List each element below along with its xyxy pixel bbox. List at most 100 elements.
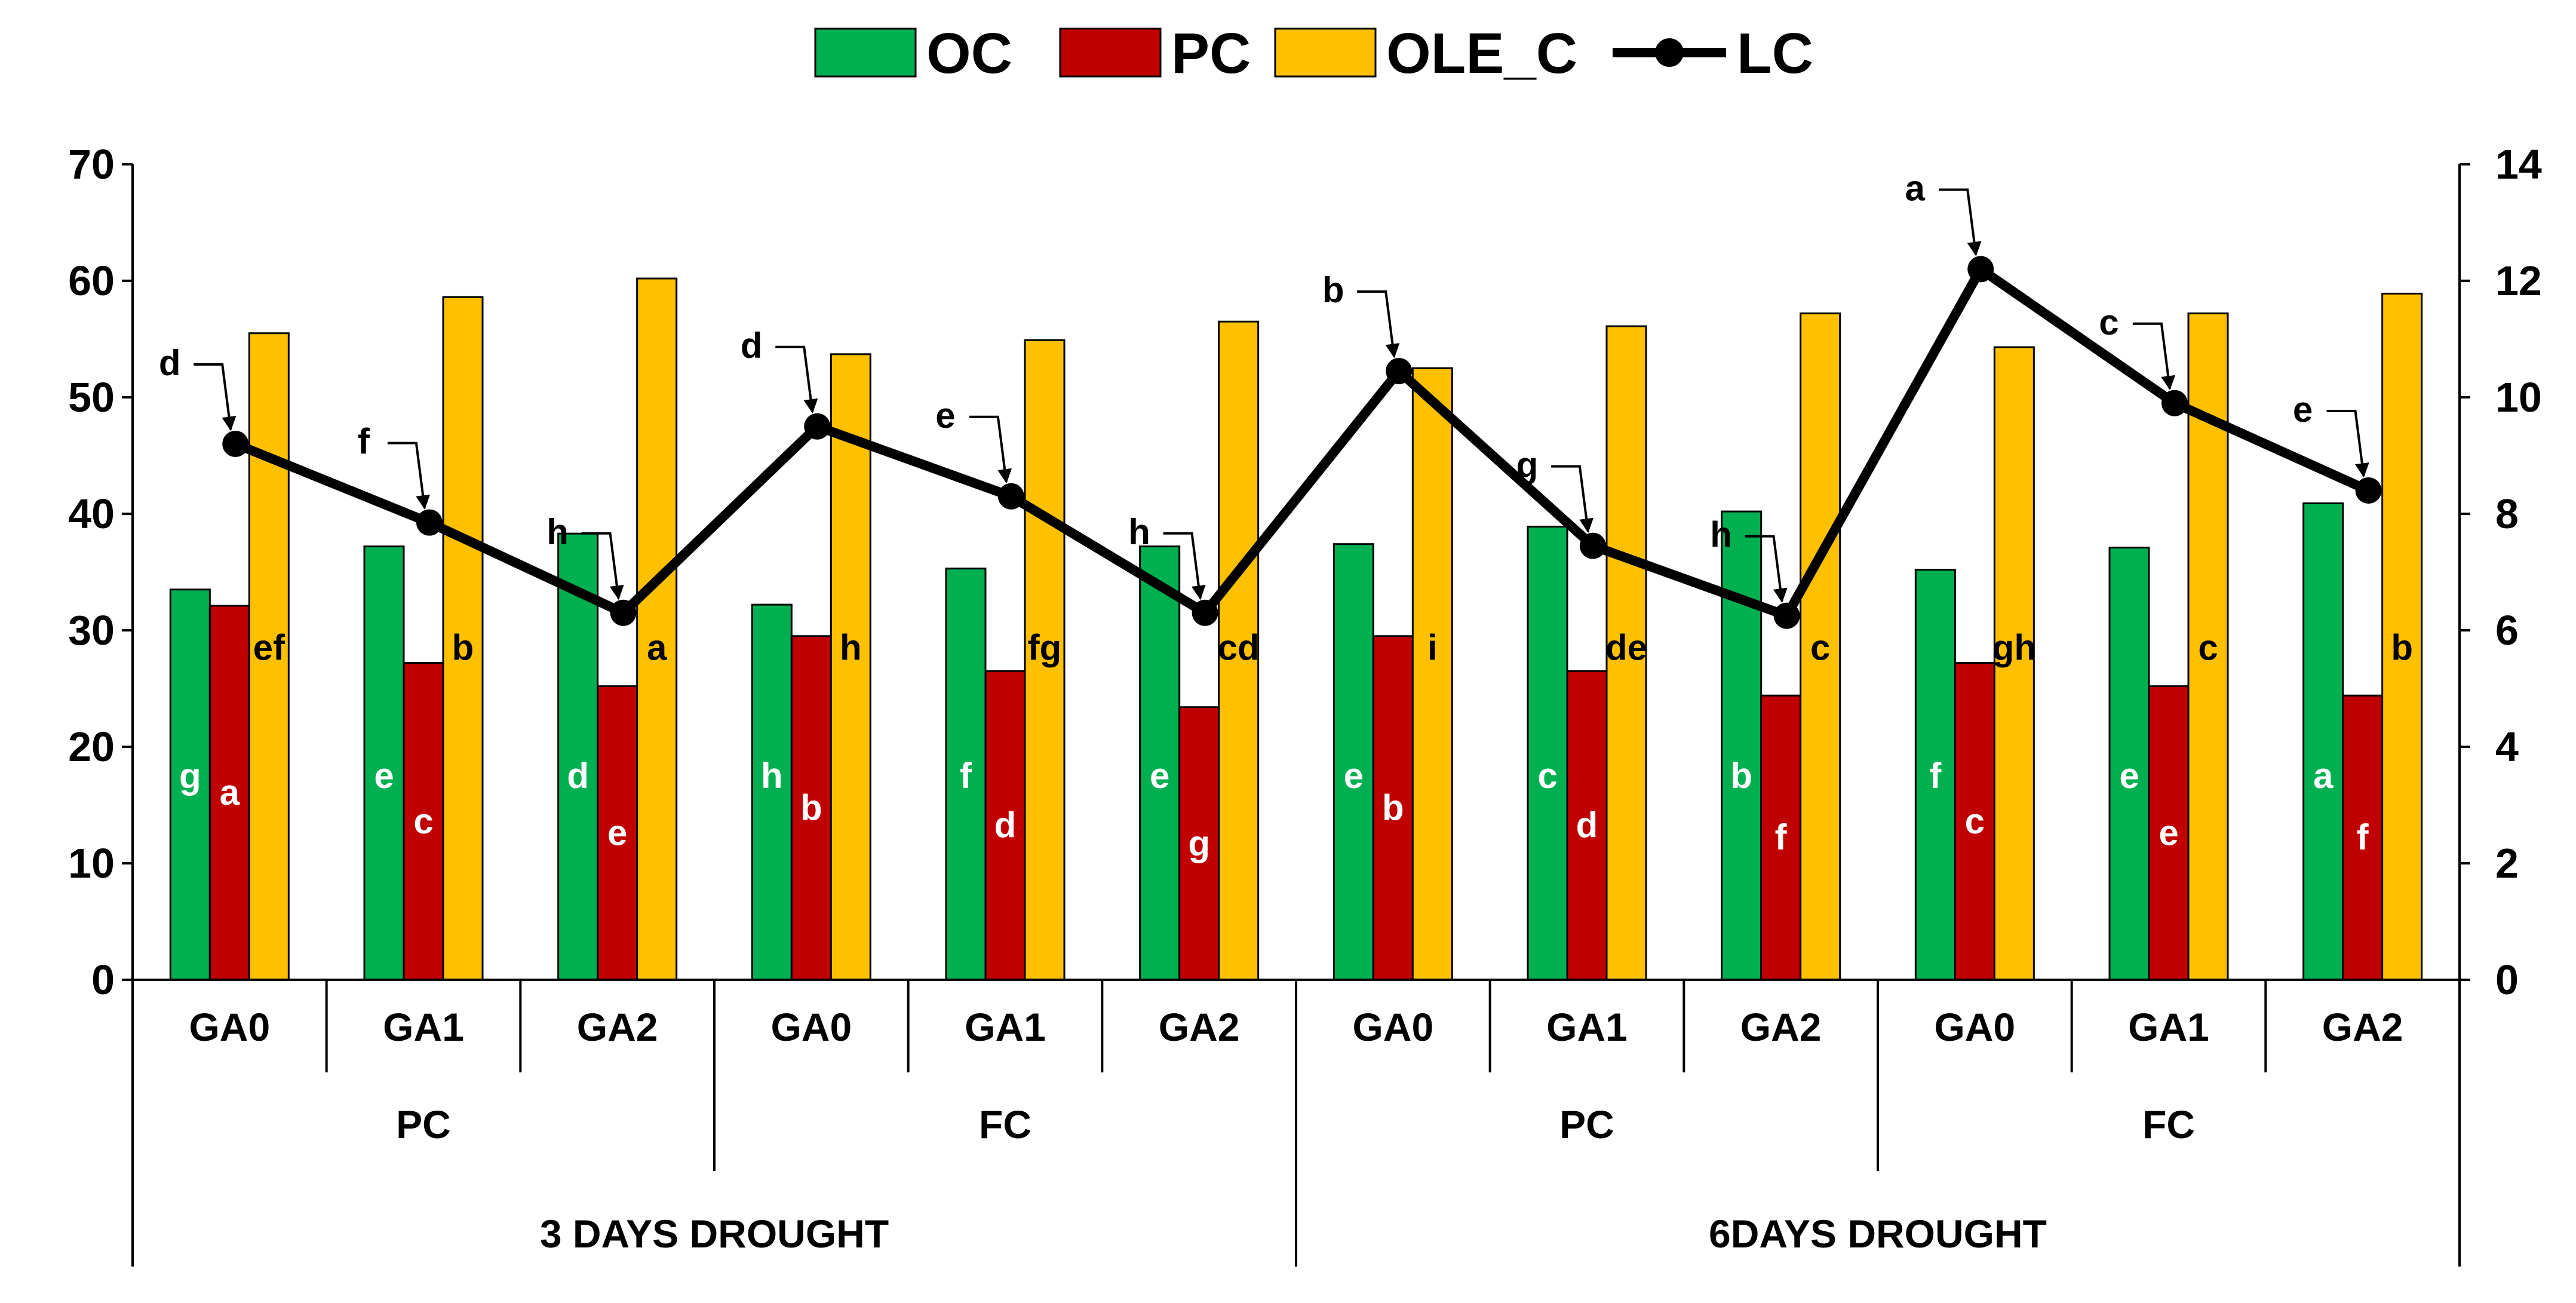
letter-label-lc: h (546, 512, 569, 552)
leader-line-lc (1357, 290, 1400, 358)
letter-label-pc: f (2357, 817, 2369, 857)
letter-label-ole-c: c (2198, 627, 2218, 667)
marker-lc (1773, 602, 1800, 629)
marker-lc (416, 509, 443, 536)
x-tick-label: GA1 (1546, 1005, 1628, 1049)
bar-ole-c (248, 332, 290, 981)
group-label-level2: PC (396, 1102, 451, 1146)
x-tick-label: GA1 (2128, 1005, 2209, 1049)
y-left-tick-label: 20 (68, 723, 115, 770)
marker-lc (1386, 358, 1413, 385)
letter-label-oc: h (761, 756, 783, 796)
legend-marker-lc (1655, 38, 1684, 67)
legend-label-oc: OC (926, 22, 1012, 85)
line-lc (234, 264, 2371, 621)
legend-label-pc: PC (1171, 22, 1251, 85)
y-right-tick-label: 6 (2495, 607, 2519, 654)
leader-line-lc (1745, 535, 1788, 603)
letter-label-lc: a (1905, 168, 1926, 209)
group-label-level2: PC (1559, 1102, 1614, 1146)
bar-oc (1139, 545, 1181, 981)
marker-lc (1967, 256, 1994, 283)
bar-pc (1760, 694, 1802, 981)
y-right-tick-label: 4 (2495, 723, 2519, 770)
bar-pc (790, 635, 832, 981)
letter-label-lc: e (935, 396, 955, 436)
y-left-tick-label: 0 (91, 956, 115, 1003)
bar-ole-c (636, 277, 678, 981)
marker-lc (2355, 477, 2382, 504)
x-tick-label: GA2 (577, 1005, 658, 1049)
letter-label-pc: b (800, 787, 822, 827)
bar-oc (363, 545, 405, 981)
y-left-tick-label: 60 (68, 257, 115, 304)
letter-label-oc: b (1730, 756, 1752, 796)
group-label-level3: 3 DAYS DROUGHT (540, 1212, 889, 1256)
bar-pc (1954, 662, 1995, 981)
group-label-level2: FC (2142, 1102, 2195, 1146)
bar-oc (1914, 569, 1956, 981)
leader-line-lc (775, 345, 818, 414)
letter-label-oc: e (1150, 756, 1169, 796)
leader-line-lc (194, 363, 237, 431)
letter-label-lc: h (1710, 515, 1732, 555)
letter-label-lc: c (2099, 302, 2118, 342)
letter-label-pc: d (1576, 805, 1598, 845)
legend-label-ole-c: OLE_C (1386, 22, 1577, 85)
legend-label-lc: LC (1737, 22, 1813, 85)
bar-pc (1372, 635, 1414, 981)
legend-swatch-pc (1059, 27, 1162, 78)
y-left-tick-label: 50 (68, 374, 115, 421)
letter-label-ole-c: c (1810, 627, 1830, 667)
letter-label-ole-c: fg (1028, 627, 1062, 667)
letter-label-oc: e (374, 756, 394, 796)
letter-label-pc: e (607, 813, 627, 853)
letter-label-pc: c (1965, 801, 1985, 841)
y-right-tick-label: 10 (2495, 374, 2542, 421)
letter-label-oc: g (179, 756, 201, 796)
bar-pc (208, 605, 250, 981)
letter-label-ole-c: de (1605, 627, 1647, 667)
y-right-tick-label: 8 (2495, 490, 2519, 537)
letter-label-ole-c: ef (253, 627, 285, 667)
legend-swatch-oc (814, 27, 917, 78)
y-right-tick-label: 0 (2495, 956, 2519, 1003)
letter-label-pc: d (994, 805, 1017, 845)
leader-line-lc (1550, 465, 1594, 534)
letter-label-pc: a (220, 772, 240, 813)
bar-oc (2302, 502, 2344, 981)
bar-ole-c (2381, 292, 2423, 981)
marker-lc (1192, 599, 1218, 626)
marker-lc (610, 599, 637, 626)
letter-label-ole-c: gh (1992, 627, 2036, 667)
marker-lc (804, 413, 831, 440)
letter-label-ole-c: b (2391, 627, 2413, 667)
letter-label-oc: e (1344, 756, 1364, 796)
x-tick-label: GA2 (1740, 1005, 1822, 1049)
letter-label-pc: c (413, 801, 433, 841)
bar-pc (984, 670, 1026, 981)
letter-label-lc: f (358, 422, 370, 462)
y-right-tick-label: 12 (2495, 257, 2542, 304)
letter-label-lc: d (159, 343, 181, 383)
leader-line-lc (969, 415, 1012, 484)
leader-line-lc (2132, 322, 2176, 391)
x-tick-label: GA0 (1352, 1005, 1433, 1049)
letter-label-lc: d (741, 326, 763, 366)
letter-label-oc: f (960, 756, 972, 796)
letter-label-oc: d (567, 756, 589, 796)
legend-swatch-ole-c (1274, 27, 1377, 78)
marker-lc (997, 483, 1024, 510)
letter-label-oc: f (1929, 756, 1942, 796)
letter-label-ole-c: b (452, 627, 474, 667)
bar-pc (1566, 670, 1608, 981)
x-tick-label: GA1 (965, 1005, 1046, 1049)
leader-line-lc (387, 442, 431, 510)
letter-label-lc: e (2293, 390, 2313, 430)
leader-line-lc (1939, 188, 1982, 256)
letter-label-lc: b (1322, 270, 1344, 310)
marker-lc (222, 431, 249, 457)
leader-line-lc (2326, 410, 2369, 478)
